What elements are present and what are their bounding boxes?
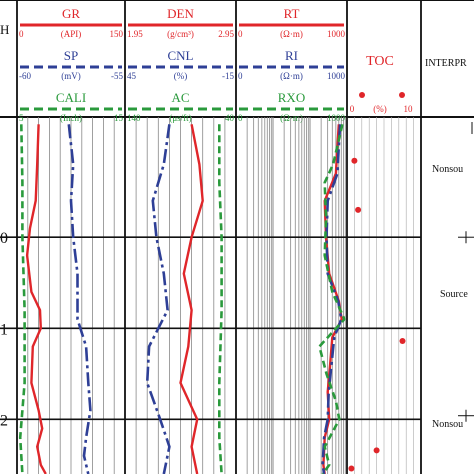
interpretation-label: Nonsou <box>432 164 463 175</box>
toc-marker <box>399 338 406 345</box>
interpretation-track: Nonsou Source Nonsou <box>432 122 474 430</box>
curve-label-rt: RT <box>284 6 300 21</box>
curve-label-rxo: RXO <box>278 90 305 105</box>
curve-scale-max-gr: 150 <box>110 29 124 39</box>
toc-header-marker-right <box>399 92 405 98</box>
interpretation-title: INTERPR <box>425 58 467 69</box>
curve-ri <box>321 124 343 474</box>
depth-label-2: 2 <box>0 412 8 429</box>
curve-scale-unit-gr: (API) <box>61 29 82 39</box>
curve-scale-min-sp: -60 <box>19 71 31 81</box>
curve-gr <box>25 124 47 474</box>
toc-title: TOC <box>366 54 394 69</box>
curve-label-den: DEN <box>167 6 194 21</box>
curve-rxo <box>318 124 346 474</box>
curve-scale-unit-den: (g/cm³) <box>167 29 194 39</box>
curve-label-cnl: CNL <box>168 48 194 63</box>
curve-ac <box>218 124 223 474</box>
interpretation-label: Source <box>440 289 468 300</box>
curve-scale-unit-sp: (mV) <box>61 71 81 81</box>
curve-scale-min-rxo: 0 <box>238 113 243 123</box>
depth-column-label: H <box>0 22 9 37</box>
toc-marker <box>348 465 355 472</box>
curve-scale-max-cali: 15 <box>114 113 124 123</box>
curve-scale-min-cnl: 45 <box>127 71 137 81</box>
toc-marker <box>373 447 380 454</box>
curve-scale-unit-rxo: (Ω·m) <box>280 113 303 123</box>
depth-track: 0 1 2 <box>0 230 8 429</box>
curve-scale-min-ac: 140 <box>127 113 141 123</box>
curve-den <box>179 124 204 474</box>
toc-scale-min: 0 <box>350 104 355 114</box>
curve-scale-unit-ri: (Ω·m) <box>280 71 303 81</box>
curve-scale-min-rt: 0 <box>238 29 243 39</box>
curve-scale-min-cali: 5 <box>19 113 24 123</box>
toc-header-marker-left <box>359 92 365 98</box>
depth-label-1: 1 <box>0 321 8 338</box>
toc-scale-max: 10 <box>404 104 414 114</box>
toc-track <box>348 157 406 472</box>
curve-label-ac: AC <box>171 90 189 105</box>
curve-scale-unit-cnl: (%) <box>174 71 188 81</box>
toc-marker <box>355 206 362 213</box>
curve-scale-max-ri: 1000 <box>327 71 346 81</box>
curve-scale-min-den: 1.95 <box>127 29 143 39</box>
curve-scale-unit-rt: (Ω·m) <box>280 29 303 39</box>
toc-marker <box>351 157 358 164</box>
curve-label-sp: SP <box>64 48 78 63</box>
curve-scale-max-rt: 1000 <box>327 29 346 39</box>
toc-scale-unit: (%) <box>373 104 387 114</box>
curve-scale-max-cnl: -15 <box>222 71 234 81</box>
interpretation-label: Nonsou <box>432 419 463 430</box>
curve-scale-max-ac: 40 <box>225 113 235 123</box>
curve-scale-min-ri: 0 <box>238 71 243 81</box>
log-grid <box>0 117 421 474</box>
curve-label-cali: CALI <box>56 90 86 105</box>
curve-label-gr: GR <box>62 6 80 21</box>
curve-cnl <box>145 124 171 474</box>
column-separators <box>16 0 422 474</box>
curve-label-ri: RI <box>285 48 298 63</box>
curve-cali <box>18 124 26 474</box>
log-curves <box>18 124 346 474</box>
curve-scale-max-den: 2.95 <box>218 29 234 39</box>
curve-scale-min-gr: 0 <box>19 29 24 39</box>
curve-sp <box>67 124 92 474</box>
curve-scale-max-sp: -55 <box>111 71 123 81</box>
depth-label-0: 0 <box>0 230 8 247</box>
log-header: H TOC 0 (%) 10 INTERPR GR0 (API) 150SP-60(… <box>0 0 474 123</box>
